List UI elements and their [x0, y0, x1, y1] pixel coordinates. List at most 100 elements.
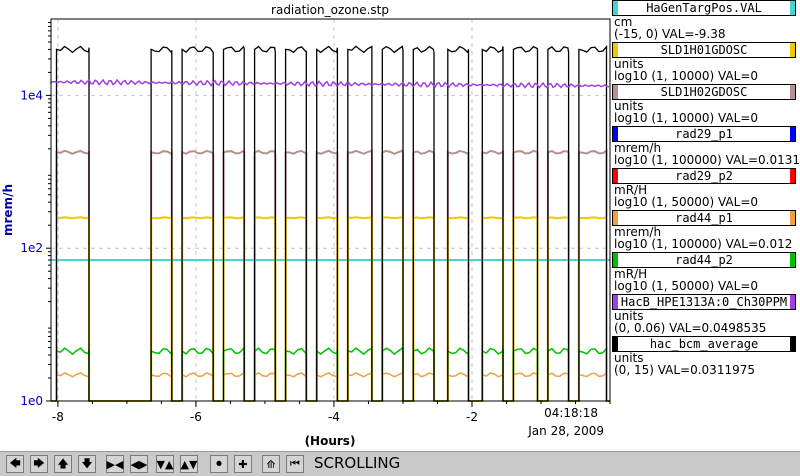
- legend-unit: units: [614, 351, 644, 365]
- grid-lines: [51, 19, 610, 402]
- legend-unit: units: [614, 99, 644, 113]
- legend-color-swatch: [613, 43, 618, 57]
- expand-vertical-button[interactable]: ▼▲: [156, 455, 174, 473]
- legend-series-name[interactable]: SLD1H02GDOSC: [612, 84, 796, 100]
- legend-unit: mR/H: [614, 183, 648, 197]
- series-line: [51, 149, 610, 402]
- arrow-up-button[interactable]: 🡅: [54, 455, 72, 473]
- expand-vertical-icon: ▼▲: [156, 457, 174, 471]
- legend-color-swatch: [613, 85, 618, 99]
- legend-info: log10 (1, 100000) VAL=0.012: [614, 237, 793, 251]
- arrow-right-icon: 🡆: [33, 456, 45, 470]
- legend-name-text: hac_bcm_average: [649, 337, 759, 351]
- y-axis-label: mrem/h: [1, 184, 15, 236]
- legend-series-name[interactable]: rad44_p2: [612, 252, 796, 268]
- expand-horizontal-button[interactable]: ▶◀: [106, 455, 124, 473]
- legend-color-swatch: [790, 337, 795, 351]
- x-tick-label: -2: [466, 410, 478, 424]
- scrolling-status: SCROLLING: [314, 454, 401, 472]
- compress-vertical-icon: ▲▼: [180, 457, 198, 471]
- arrow-down-button[interactable]: 🡇: [78, 455, 96, 473]
- legend-info: log10 (1, 50000) VAL=0: [614, 195, 759, 209]
- legend-unit: units: [614, 309, 644, 323]
- plot-frame: [50, 18, 611, 402]
- previous-button[interactable]: ⏮: [286, 455, 304, 473]
- arrow-up-icon: 🡅: [57, 456, 69, 470]
- legend-series-name[interactable]: HaGenTargPos.VAL: [612, 0, 796, 16]
- arrow-left-icon: 🡄: [9, 456, 21, 470]
- x-tick-label: -6: [190, 410, 202, 424]
- legend-info: log10 (1, 100000) VAL=0.0131: [614, 153, 800, 167]
- legend-color-swatch: [790, 85, 795, 99]
- arrow-left-button[interactable]: 🡄: [6, 455, 24, 473]
- x-tick-label: -4: [328, 410, 340, 424]
- arrow-down-icon: 🡇: [81, 456, 93, 470]
- legend: HaGenTargPos.VAL cm (-15, 0) VAL=-9.38 SLD1…: [612, 0, 800, 385]
- compress-horizontal-button[interactable]: ◀▶: [130, 455, 148, 473]
- legend-name-text: HaGenTargPos.VAL: [646, 1, 762, 15]
- legend-unit: mrem/h: [614, 141, 662, 155]
- expand-horizontal-icon: ▶◀: [106, 457, 124, 471]
- previous-icon: ⏮: [290, 457, 300, 470]
- legend-info: (0, 15) VAL=0.0311975: [614, 363, 755, 377]
- y-tick-label: 1e0: [20, 394, 43, 408]
- plus-icon: ✚: [238, 457, 248, 471]
- legend-series-name[interactable]: SLD1H01GDOSC: [612, 42, 796, 58]
- legend-color-swatch: [613, 169, 618, 183]
- plus-button[interactable]: ✚: [234, 455, 252, 473]
- legend-info: log10 (1, 10000) VAL=0: [614, 111, 759, 125]
- legend-color-swatch: [613, 295, 618, 309]
- legend-series-name[interactable]: HacB_HPE1313A:0_Ch30PPM: [612, 294, 796, 310]
- legend-name-text: rad29_p2: [675, 169, 733, 183]
- series-line: [51, 346, 610, 402]
- legend-unit: mrem/h: [614, 225, 662, 239]
- timestamp-date: Jan 28, 2009: [528, 424, 604, 438]
- chart-title: radiation_ozone.stp: [271, 3, 389, 17]
- compress-vertical-button[interactable]: ▲▼: [180, 455, 198, 473]
- legend-unit: cm: [614, 15, 633, 29]
- series-line: [51, 371, 610, 402]
- legend-unit: units: [614, 57, 644, 71]
- series-layer: [50, 44, 610, 402]
- legend-info: log10 (1, 10000) VAL=0: [614, 69, 759, 83]
- legend-info: log10 (1, 50000) VAL=0: [614, 279, 759, 293]
- compress-horizontal-icon: ◀▶: [130, 457, 148, 471]
- legend-color-swatch: [790, 43, 795, 57]
- legend-color-swatch: [790, 1, 795, 15]
- plot-area[interactable]: radiation_ozone.stp -8 -6 -4 -2 1e0 1e2 1e4 (…: [0, 0, 800, 451]
- legend-series-name[interactable]: rad29_p1: [612, 126, 796, 142]
- series-line: [51, 44, 610, 402]
- graph-icon: ⟰: [266, 457, 276, 471]
- legend-name-text: rad44_p1: [675, 211, 733, 225]
- x-axis-label: (Hours): [305, 434, 356, 448]
- legend-series-name[interactable]: rad29_p2: [612, 168, 796, 184]
- legend-color-swatch: [790, 127, 795, 141]
- legend-color-swatch: [613, 211, 618, 225]
- legend-series-name[interactable]: hac_bcm_average: [612, 336, 796, 352]
- legend-color-swatch: [790, 295, 795, 309]
- legend-info: (0, 0.06) VAL=0.0498535: [614, 321, 767, 335]
- y-tick-label: 1e4: [20, 88, 43, 102]
- legend-unit: mR/H: [614, 267, 648, 281]
- legend-color-swatch: [613, 1, 618, 15]
- timestamp-time: 04:18:18: [544, 406, 598, 420]
- legend-color-swatch: [790, 211, 795, 225]
- legend-name-text: rad44_p2: [675, 253, 733, 267]
- stop-icon: ⏺: [216, 457, 222, 470]
- legend-info: (-15, 0) VAL=-9.38: [614, 27, 726, 41]
- y-tick-label: 1e2: [20, 241, 43, 255]
- legend-color-swatch: [613, 127, 618, 141]
- arrow-right-button[interactable]: 🡆: [30, 455, 48, 473]
- series-line: [51, 214, 610, 402]
- legend-series-name[interactable]: rad44_p1: [612, 210, 796, 226]
- x-axis: -8 -6 -4 -2: [52, 401, 611, 424]
- series-line: [50, 78, 610, 89]
- legend-name-text: rad29_p1: [675, 127, 733, 141]
- toolbar: SCROLLING 🡄 🡆 🡅 🡇 ▶◀ ◀▶ ▼▲ ▲▼ ⏺ ✚ ⟰ ⏮: [0, 451, 800, 476]
- graph-button[interactable]: ⟰: [262, 455, 280, 473]
- legend-color-swatch: [790, 253, 795, 267]
- stop-button[interactable]: ⏺: [210, 455, 228, 473]
- legend-name-text: SLD1H02GDOSC: [660, 85, 748, 99]
- legend-color-swatch: [613, 337, 618, 351]
- legend-name-text: SLD1H01GDOSC: [660, 43, 748, 57]
